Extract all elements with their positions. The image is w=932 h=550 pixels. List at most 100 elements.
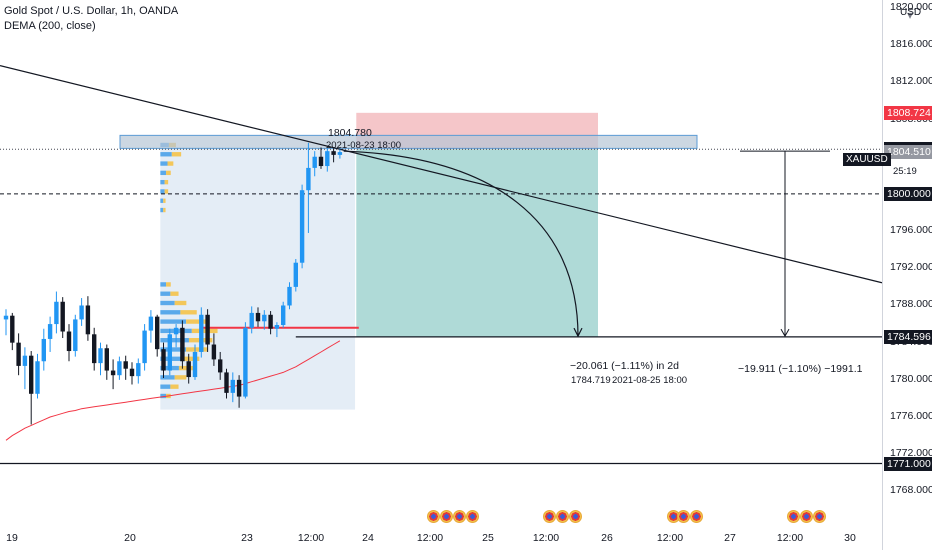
volume-profile-area [160,147,356,410]
volume-profile-bar [160,170,167,176]
us-event-flag-icon[interactable] [427,510,440,523]
us-event-flag-icon[interactable] [466,510,479,523]
volume-profile-bar [191,328,218,334]
projection-arc [343,150,579,337]
us-event-flag-icon[interactable] [569,510,582,523]
y-tick-label: 1768.000 [890,484,932,497]
volume-profile-bar [160,310,181,315]
trendline [0,65,883,284]
candle-body [155,316,160,350]
currency-label[interactable]: USD [900,7,922,18]
candle-body [325,151,330,167]
take-profit-zone [356,149,598,337]
y-tick-label: 1772.000 [890,447,932,460]
price-tag: 1800.000 [884,186,932,201]
x-tick-label: 12:00 [776,532,804,544]
target-price-label: 1784.719 [571,375,611,386]
volume-profile-bar [160,393,167,399]
candle-body [281,305,286,326]
us-event-flag-icon[interactable] [813,510,826,523]
high-time-label: 2021-08-23 18:00 [326,140,402,151]
projection-arrowhead [573,327,583,338]
candle-body [312,156,317,168]
price-tag: 1808.724 [884,105,932,120]
volume-profile-bar [160,347,187,352]
volume-profile-bar [160,189,165,194]
candle-body [293,262,298,287]
y-tick-label: 1796.000 [890,224,932,237]
x-tick-label: 12:00 [532,532,560,544]
us-event-flag-icon[interactable] [440,510,453,523]
candle-body [218,359,223,373]
volume-profile-bar [160,291,171,296]
y-tick-label: 1780.000 [890,372,932,385]
candle-body [79,305,84,320]
volume-profile-bar [181,356,200,361]
candle-body [337,152,343,155]
candle-body [22,355,28,366]
volume-profile-bar [170,291,179,296]
volume-profile-bar [180,310,197,315]
volume-profile-bar [174,375,187,380]
candle-body [173,327,179,335]
volume-profile-bar [171,152,182,157]
candle-body [249,312,254,328]
indicator-legend[interactable]: DEMA (200, close) [4,20,96,32]
us-event-flag-icon[interactable] [543,510,556,523]
candle-body [10,315,15,343]
us-event-flag-icon[interactable] [787,510,800,523]
us-event-flag-icon[interactable] [677,510,690,523]
volume-profile-bar [160,375,175,380]
volume-profile-bar [174,300,187,306]
candle-body [274,325,280,329]
volume-profile-bar [160,198,164,203]
candle-body [230,379,235,393]
x-tick-label: 30 [844,532,856,544]
volume-profile-bar [163,198,166,203]
range-arrowhead [780,328,790,338]
candle-body [205,314,210,345]
x-tick-label: 25 [482,532,494,544]
candle-body [3,315,9,320]
candle-body [85,305,91,335]
candle-body [92,334,97,364]
candle-body [306,167,311,191]
volume-profile-bar [163,207,166,213]
us-event-flag-icon[interactable] [800,510,813,523]
symbol-label: XAUUSD [843,153,891,166]
target-time-label: 2021-08-25 18:00 [612,375,688,386]
y-tick-label: 1812.000 [890,75,932,88]
candle-body [148,316,154,331]
volume-profile-bar [166,170,171,176]
candle-body [167,334,172,371]
volume-profile-bar [160,319,187,324]
x-tick-label: 23 [241,532,253,544]
range-change-label: −19.911 (−1.10%) −1991.1 [738,363,863,375]
candle-body [262,314,267,322]
candle-body [186,361,191,378]
us-event-flag-icon[interactable] [556,510,569,523]
volume-profile-bar [170,384,179,389]
volume-profile-bar [164,189,169,194]
candle-body [47,324,53,339]
candle-body [16,342,21,366]
candle-body [192,351,198,378]
volume-profile-bar [167,161,174,166]
candle-body [161,349,166,371]
us-event-flag-icon[interactable] [453,510,466,523]
high-price-label: 1804.780 [328,127,372,139]
candle-body [60,301,65,332]
us-event-flag-icon[interactable] [690,510,703,523]
candle-body [104,348,109,371]
x-tick-label: 12:00 [656,532,684,544]
candle-body [110,370,116,376]
volume-profile-bar [160,300,175,306]
candle-body [54,301,59,325]
x-tick-label: 20 [124,532,136,544]
candle-body [268,314,273,329]
price-tag: 1804.510 [884,144,932,159]
bar-countdown: 25:19 [893,166,917,177]
candle-body [66,331,72,352]
currency-menu-icon[interactable]: ▾ [906,8,914,22]
